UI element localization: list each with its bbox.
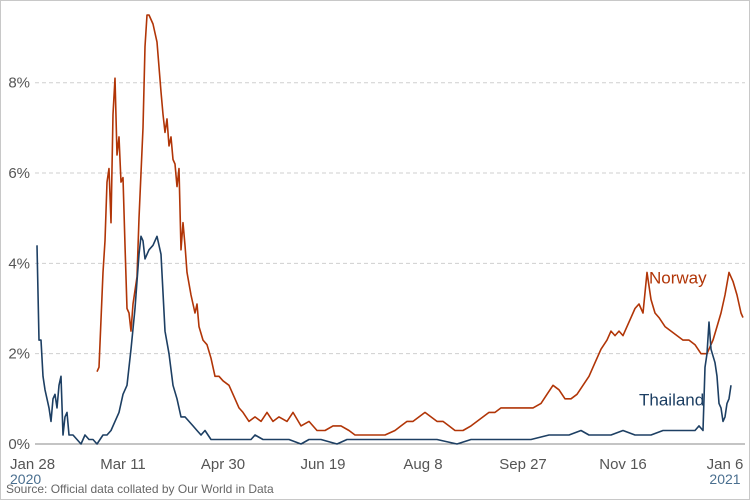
- thailand-series-label: Thailand: [639, 391, 704, 410]
- source-note: Source: Official data collated by Our Wo…: [6, 482, 274, 496]
- thailand-series-line: [36, 235, 732, 445]
- x-tick-label: Nov 16: [599, 456, 647, 473]
- gridlines: [35, 82, 745, 445]
- y-tick-label: 4%: [8, 255, 30, 272]
- x-tick-label: Sep 27: [499, 456, 547, 473]
- x-tick-year: 2021: [709, 471, 740, 487]
- y-tick-label: 6%: [8, 165, 30, 182]
- series-lines: [36, 14, 744, 445]
- y-tick-label: 2%: [8, 346, 30, 363]
- x-tick-label: Mar 11: [100, 456, 146, 473]
- y-tick-label: 8%: [8, 75, 30, 92]
- x-tick-label: Jan 28: [10, 456, 55, 473]
- y-axis-ticks: 0% 2% 4% 6% 8%: [8, 75, 30, 453]
- x-tick-label: Apr 30: [201, 456, 245, 473]
- x-tick-year: 2020: [10, 471, 41, 487]
- x-tick-label: Jun 19: [300, 456, 345, 473]
- x-tick-label: Jan 6: [707, 456, 744, 473]
- norway-series-line: [96, 14, 744, 436]
- y-tick-label: 0%: [8, 436, 30, 453]
- series-labels: Norway Thailand: [639, 269, 707, 410]
- norway-series-label: Norway: [649, 269, 707, 288]
- x-tick-label: Aug 8: [403, 456, 442, 473]
